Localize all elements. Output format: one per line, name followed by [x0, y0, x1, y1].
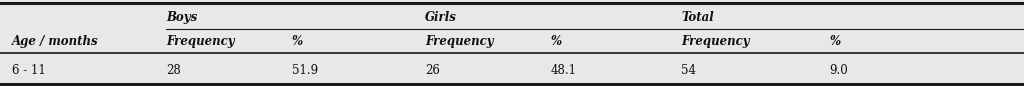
- Text: 28: 28: [166, 64, 180, 77]
- Text: 48.1: 48.1: [551, 64, 577, 77]
- Text: 51.9: 51.9: [292, 64, 318, 77]
- Text: Frequency: Frequency: [166, 35, 234, 48]
- Text: 54: 54: [681, 64, 696, 77]
- Text: 26: 26: [425, 64, 440, 77]
- Text: Frequency: Frequency: [681, 35, 750, 48]
- Text: Age / months: Age / months: [12, 35, 99, 48]
- Text: %: %: [551, 35, 562, 48]
- Text: %: %: [292, 35, 303, 48]
- Text: 6 - 11: 6 - 11: [12, 64, 46, 77]
- Text: 9.0: 9.0: [829, 64, 848, 77]
- Text: Girls: Girls: [425, 11, 457, 24]
- Text: Total: Total: [681, 11, 714, 24]
- Text: Frequency: Frequency: [425, 35, 494, 48]
- Text: Boys: Boys: [166, 11, 198, 24]
- Text: %: %: [829, 35, 841, 48]
